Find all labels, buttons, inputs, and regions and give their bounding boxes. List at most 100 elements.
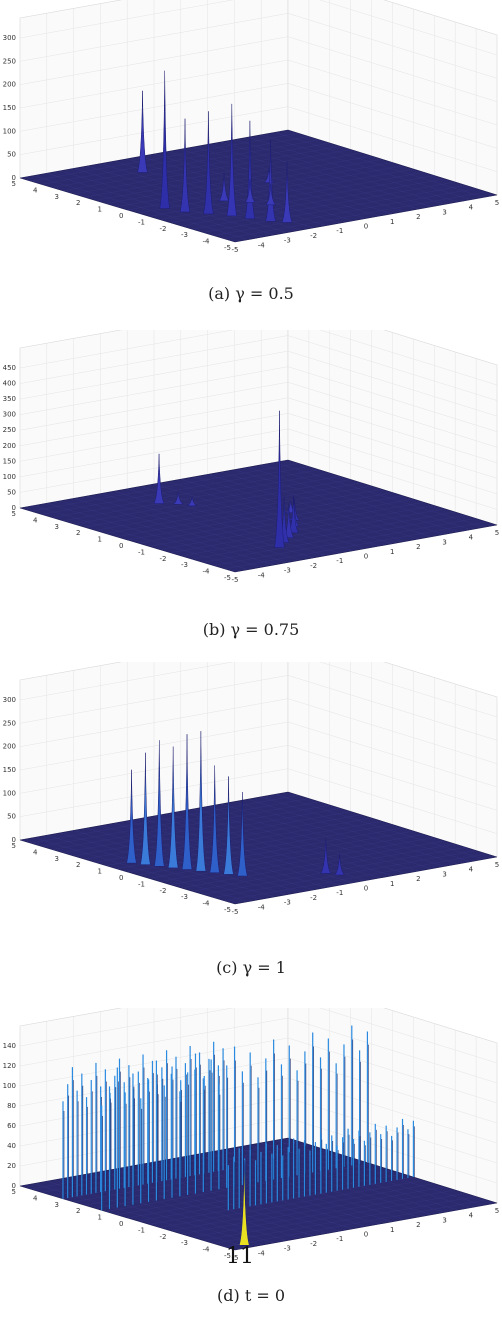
x-tick-label: -5 <box>232 908 239 916</box>
x-tick-label: 5 <box>495 861 499 869</box>
wall-grid-line <box>19 698 289 747</box>
mesh-line <box>148 830 414 879</box>
x-tick-label: -3 <box>284 1245 291 1253</box>
x-tick-label: -3 <box>284 237 291 245</box>
mesh-line <box>62 804 330 853</box>
mesh-line <box>261 1142 471 1208</box>
y-tick-label: 2 <box>76 529 80 537</box>
mesh-line <box>84 1157 351 1206</box>
surface-peak <box>137 90 148 173</box>
z-tick-label: 0 <box>12 836 16 844</box>
surface-peak <box>179 118 191 213</box>
wall-grid-line <box>287 36 498 102</box>
mesh-line <box>224 191 487 239</box>
z-tick-label: 0 <box>12 1182 16 1190</box>
wall-grid-line <box>287 106 498 172</box>
z-tick-label: 100 <box>3 789 16 797</box>
mesh-line <box>220 471 432 537</box>
y-tick-label: -2 <box>160 1233 167 1241</box>
wall-grid-line <box>19 1057 289 1107</box>
mesh-line <box>95 482 362 531</box>
z-tick-label: 0 <box>12 504 16 512</box>
surface-peak <box>126 769 137 864</box>
surface-floor <box>19 791 498 905</box>
mesh-line <box>116 1167 383 1215</box>
mesh-line <box>224 521 487 569</box>
mesh-line <box>148 168 414 217</box>
mesh-line <box>73 808 341 857</box>
wall-grid-line <box>19 36 289 85</box>
y-tick-label: -5 <box>224 244 231 252</box>
y-tick-label: -1 <box>138 218 145 226</box>
wall-grid-line <box>287 366 498 432</box>
x-tick-label: 2 <box>416 543 420 551</box>
mesh-line <box>127 492 393 541</box>
mesh-line <box>234 1147 445 1213</box>
caption-a: (a) γ = 0.5 <box>208 284 294 303</box>
surface-peak <box>203 111 214 215</box>
y-tick-label: -2 <box>160 555 167 563</box>
wall-grid-line <box>19 335 289 384</box>
y-tick-label: 3 <box>55 855 59 863</box>
z-tick-label: 40 <box>7 1142 16 1150</box>
wall-grid-line <box>19 1037 289 1087</box>
y-tick-label: -3 <box>181 561 188 569</box>
wall-grid-line <box>19 444 289 493</box>
y-tick-label: -1 <box>138 1226 145 1234</box>
mesh-line <box>234 801 445 867</box>
surface-peak <box>244 179 256 203</box>
wall-grid-line <box>319 662 498 718</box>
y-tick-label: 4 <box>33 516 38 524</box>
wall-grid-line <box>19 83 289 132</box>
mesh-line <box>95 152 362 201</box>
mesh-line <box>140 818 353 884</box>
mesh-line <box>234 469 445 535</box>
y-tick-label: -2 <box>160 887 167 895</box>
mesh-line <box>213 188 477 236</box>
surface-peak <box>167 746 179 869</box>
x-tick-label: 2 <box>416 875 420 883</box>
x-tick-label: 4 <box>469 1212 474 1220</box>
surface-plot-d: 0 20 40 60 80 100 120 140 -5 -4 -3 -2 -1 0 1 2 3 4 5 5 4 3 2 1 0… <box>0 1008 502 1278</box>
mesh-line <box>220 803 432 869</box>
mesh-line <box>170 175 435 223</box>
y-tick-label: -2 <box>160 225 167 233</box>
x-tick-label: -1 <box>336 889 343 897</box>
mesh-line <box>140 486 353 552</box>
z-tick-label: 50 <box>7 488 16 496</box>
mesh-line <box>84 479 351 528</box>
surface-floor <box>19 129 498 243</box>
mesh-line <box>170 837 435 885</box>
mesh-line <box>116 489 383 537</box>
x-tick-label: -5 <box>232 246 239 254</box>
y-tick-label: -5 <box>224 1252 231 1260</box>
y-tick-label: -1 <box>138 880 145 888</box>
mesh-line <box>220 141 432 207</box>
page-number: 11 <box>226 1244 254 1269</box>
x-tick-label: -2 <box>310 232 317 240</box>
surface-peak <box>195 731 207 872</box>
mesh-line <box>46 173 262 238</box>
wall-grid-line <box>287 1037 498 1104</box>
surface-peak <box>218 172 230 202</box>
surface-plot-c: 0 50 100 150 200 250 300 -5 -4 -3 -2 -1 0 1 2 3 4 5 5 4 3 2 1 0… <box>0 662 502 932</box>
mesh-line <box>73 830 288 895</box>
z-tick-label: 300 <box>3 696 16 704</box>
x-tick-label: 3 <box>442 870 446 878</box>
surface-peak <box>181 734 193 870</box>
y-tick-label: -3 <box>181 893 188 901</box>
surface-peak <box>265 139 276 222</box>
mesh-line <box>261 464 471 530</box>
mesh-line <box>170 1183 435 1231</box>
x-tick-label: -5 <box>232 576 239 584</box>
mesh-line <box>191 181 456 230</box>
mesh-line <box>159 834 424 882</box>
mesh-line <box>191 511 456 560</box>
surface-peak <box>265 183 277 206</box>
mesh-line <box>127 820 340 886</box>
x-tick-label: -4 <box>258 1249 266 1257</box>
x-tick-label: 3 <box>442 1216 446 1224</box>
y-tick-label: 5 <box>12 1188 16 1196</box>
mesh-line <box>180 1157 393 1222</box>
z-tick-label: 250 <box>3 719 16 727</box>
